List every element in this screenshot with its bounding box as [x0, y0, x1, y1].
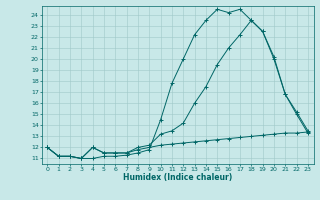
X-axis label: Humidex (Indice chaleur): Humidex (Indice chaleur): [123, 173, 232, 182]
